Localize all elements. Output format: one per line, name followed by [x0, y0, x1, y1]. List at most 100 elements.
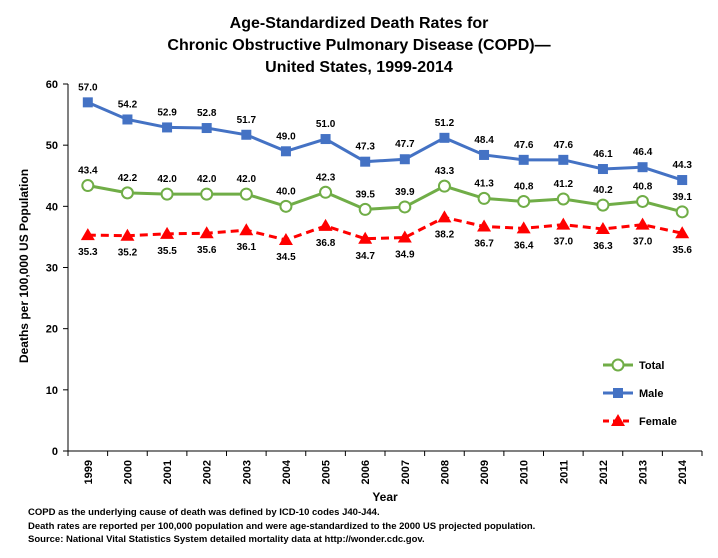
male-point	[201, 123, 212, 134]
total-data-label: 40.2	[593, 185, 613, 196]
y-axis-title: Deaths per 100,000 US Population	[17, 169, 31, 363]
female-data-label: 36.4	[514, 240, 534, 251]
female-data-label: 38.2	[435, 229, 455, 240]
total-point	[398, 200, 412, 214]
female-data-label: 37.0	[554, 237, 574, 248]
total-data-label: 42.0	[157, 174, 177, 185]
male-point	[479, 149, 490, 160]
x-tick-label: 2008	[439, 460, 451, 484]
male-data-label: 48.4	[474, 135, 494, 146]
male-point	[320, 134, 331, 145]
chart-title-line: United States, 1999-2014	[265, 59, 453, 76]
male-data-label: 52.9	[157, 107, 177, 118]
legend-female-label: Female	[639, 416, 677, 428]
male-data-label: 44.3	[672, 160, 692, 171]
legend-total-marker	[611, 358, 625, 372]
female-data-label: 37.0	[633, 237, 653, 248]
female-point	[278, 232, 293, 245]
footnotes: COPD as the underlying cause of death wa…	[28, 506, 535, 547]
female-point	[397, 230, 412, 243]
female-point	[556, 217, 571, 230]
total-point	[477, 191, 491, 205]
male-data-label: 51.0	[316, 119, 336, 130]
total-point	[437, 179, 451, 193]
total-data-label: 42.0	[237, 174, 257, 185]
female-data-label: 36.8	[316, 238, 336, 249]
x-tick-label: 2014	[677, 459, 689, 484]
female-point	[516, 221, 531, 234]
total-data-label: 39.1	[672, 192, 692, 203]
male-point	[241, 129, 252, 140]
total-point	[81, 179, 95, 193]
male-point	[597, 164, 608, 175]
chart-axes: 0 10 20 30 40 50 60 1999 2000 2001 2002 2003 2004 200…	[17, 79, 703, 504]
female-point	[199, 226, 214, 239]
x-tick-label: 2001	[162, 460, 174, 484]
female-data-label: 36.1	[237, 242, 257, 253]
footnote-methodology: Death rates are reported per 100,000 pop…	[28, 520, 536, 532]
y-tick-label: 60	[46, 79, 58, 91]
y-tick-label: 50	[46, 140, 58, 152]
chart-series	[80, 97, 690, 245]
footnote-source: Source: National Vital Statistics System…	[28, 534, 425, 545]
footnote-definition: COPD as the underlying cause of death wa…	[28, 507, 380, 518]
total-data-label: 40.0	[276, 186, 296, 197]
total-data-label: 42.0	[197, 174, 217, 185]
y-tick-label: 0	[52, 446, 58, 458]
x-tick-label: 2006	[360, 460, 372, 484]
male-point	[558, 154, 569, 165]
female-point	[358, 231, 373, 244]
total-point	[596, 198, 610, 212]
female-point	[239, 223, 254, 236]
female-data-label: 35.5	[157, 246, 177, 257]
total-point	[160, 187, 174, 201]
y-tick-label: 30	[46, 263, 58, 275]
male-data-label: 51.2	[435, 118, 455, 129]
y-tick-label: 20	[46, 324, 58, 336]
y-tick-label: 40	[46, 201, 58, 213]
female-data-label: 35.3	[78, 247, 98, 258]
male-data-label: 49.0	[276, 131, 296, 142]
total-data-label: 43.4	[78, 166, 98, 177]
female-data-label: 34.9	[395, 250, 415, 261]
total-data-label: 41.3	[474, 178, 494, 189]
copd-death-rate-chart: Age-Standardized Death Rates for Chronic …	[17, 15, 703, 504]
total-point	[636, 194, 650, 208]
x-tick-label: 2012	[598, 460, 610, 484]
x-tick-label: 2009	[479, 460, 491, 484]
legend-male-marker	[613, 388, 623, 398]
total-data-label: 43.3	[435, 166, 455, 177]
female-data-label: 34.7	[355, 251, 375, 262]
male-data-label: 47.6	[514, 140, 534, 151]
male-data-label: 54.2	[118, 99, 138, 110]
total-point	[120, 186, 134, 200]
total-data-label: 42.3	[316, 172, 336, 183]
male-data-label: 51.7	[237, 115, 257, 126]
female-point	[635, 217, 650, 230]
total-point	[279, 199, 293, 213]
total-data-label: 40.8	[514, 181, 534, 192]
total-data-label: 41.2	[554, 179, 574, 190]
total-point	[319, 185, 333, 199]
female-data-label: 36.3	[593, 241, 613, 252]
total-point	[239, 187, 253, 201]
x-axis-title: Year	[372, 490, 398, 504]
chart-title-line: Age-Standardized Death Rates for	[230, 15, 489, 32]
total-data-label: 42.2	[118, 173, 138, 184]
male-point	[518, 154, 529, 165]
male-point	[360, 156, 371, 167]
total-point	[517, 194, 531, 208]
male-data-label: 46.1	[593, 149, 613, 160]
total-point	[200, 187, 214, 201]
x-tick-label: 2004	[281, 459, 293, 484]
female-point	[120, 228, 135, 241]
x-tick-label: 2003	[241, 460, 253, 484]
chart-data-labels: 43.4 42.2 42.0 42.0 42.0 40.0 42.3 39.5 39.9 43.3…	[78, 82, 692, 263]
total-data-label: 39.9	[395, 187, 415, 198]
x-tick-label: 2007	[400, 460, 412, 484]
female-data-label: 35.2	[118, 248, 138, 259]
total-point	[358, 202, 372, 216]
female-data-label: 34.5	[276, 252, 296, 263]
female-point	[437, 210, 452, 223]
female-point	[595, 221, 610, 234]
